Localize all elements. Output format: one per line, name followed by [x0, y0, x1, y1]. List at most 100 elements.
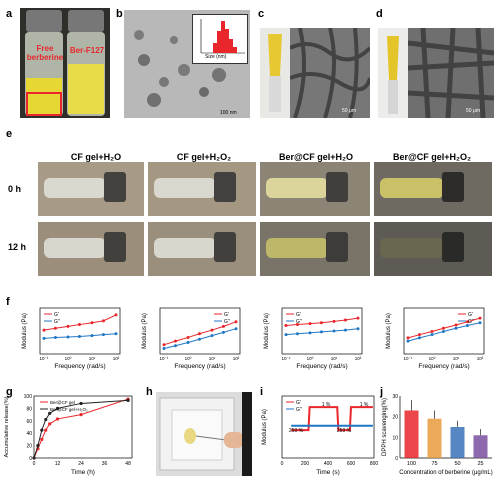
f-axes-frame: [39, 307, 121, 355]
g-point: [40, 428, 44, 432]
panel-g-chart: Ber@CF gel Ber@CF gel+H₂O₂ 0 12 24 36 48 0 20 40 6…: [4, 394, 133, 476]
panel-label-a: a: [6, 8, 13, 20]
tem-particles: [134, 30, 226, 107]
vial-label-berberine: berberine: [26, 53, 64, 62]
f-tick-label: 10⁰: [65, 356, 72, 361]
panel-label-f: f: [6, 296, 10, 308]
g-ytick: 100: [24, 394, 33, 400]
f-point: [332, 319, 336, 323]
f-point: [454, 323, 458, 327]
f-point: [295, 332, 299, 336]
i-legend-label: G': [296, 400, 301, 406]
row-label-12h: 12 h: [8, 242, 27, 252]
f-point: [465, 320, 469, 324]
vials-svg: [20, 8, 110, 118]
f-point: [356, 327, 360, 331]
j-ytick: 30: [392, 394, 398, 400]
f-point: [114, 313, 118, 317]
g-point: [48, 422, 52, 426]
g-point: [44, 428, 48, 432]
g-xtick: 36: [102, 461, 108, 467]
i-xtick: 0: [281, 461, 284, 467]
f-point: [308, 322, 312, 326]
g-ytick: 40: [26, 431, 32, 437]
f-point: [221, 324, 225, 328]
f-point: [332, 329, 336, 333]
col-label-1: CF gel+H₂O: [70, 152, 122, 162]
f-point: [66, 324, 70, 328]
f-axes-frame: [159, 307, 241, 355]
f-plot-3: G'G'' 10⁻¹ 10⁰ 10¹ 10² Frequency (rad/s) Modul…: [264, 307, 363, 370]
f-point: [343, 318, 347, 322]
panel-i-chart: G'G'' 250 % 1 % 250 % 1 % 0 200 400 600 800 Time (…: [262, 395, 378, 476]
g-xlabel: Time (h): [71, 469, 95, 476]
g-xtick: 0: [33, 461, 36, 467]
f-point: [430, 333, 434, 337]
g-legend-label: Ber@CF gel: [50, 400, 75, 405]
g-point: [79, 401, 83, 406]
f-plot-1: G'G'' 10⁻¹ 10⁰ 10¹ 10² Frequency (rad/s) Modul…: [22, 307, 121, 370]
i-xtick: 200: [301, 461, 310, 467]
g-xtick: 12: [55, 461, 61, 467]
g-axes-frame: [33, 395, 133, 459]
col-label-2: CF gel+H₂O₂: [176, 152, 232, 162]
vial-label-free: Free: [36, 44, 54, 53]
j-ytick: 20: [392, 415, 398, 421]
g-point: [79, 413, 83, 417]
f-legend-label: G': [468, 312, 473, 318]
f-point: [417, 336, 421, 340]
f-xlabel: Frequency (rad/s): [418, 363, 469, 370]
j-xtick: 25: [477, 461, 483, 467]
sem-image-c: 50 μm: [290, 28, 370, 118]
f-point: [319, 330, 323, 334]
g-point: [36, 444, 40, 448]
i-ylabel: Modulus (Pa): [262, 409, 268, 445]
f-point: [42, 328, 46, 332]
f-tick-label: 10²: [233, 356, 240, 361]
inset-xlabel: Size (nm): [205, 54, 227, 60]
g-ytick: 60: [26, 419, 32, 425]
f-point: [77, 335, 81, 339]
f-tick-label: 10⁻¹: [404, 356, 413, 361]
f-point: [478, 321, 482, 325]
f-tick-label: 10²: [355, 356, 362, 361]
vial-shapes: [44, 172, 464, 262]
f-point: [356, 316, 360, 320]
f-xlabel: Frequency (rad/s): [174, 363, 225, 370]
gel-photo-c: [260, 28, 290, 118]
f-legend-label: G'': [296, 319, 302, 325]
f-point: [221, 330, 225, 334]
f-point: [53, 326, 57, 330]
j-bar: [427, 418, 442, 458]
f-point: [441, 329, 445, 333]
tem-image: Size (nm) 100 nm: [124, 10, 250, 118]
panel-label-d: d: [376, 8, 383, 20]
g-series-line: [33, 399, 129, 459]
f-point: [173, 344, 177, 348]
panel-label-c: c: [258, 8, 265, 20]
vial-label-ber-f127: Ber-F127: [69, 46, 105, 55]
i-annotation: 250 %: [337, 428, 352, 434]
g-point: [48, 411, 52, 415]
f-xlabel: Frequency (rad/s): [296, 363, 347, 370]
g-xtick: 24: [78, 461, 84, 467]
panel-label-i: i: [260, 386, 264, 398]
f-legend-label: G'': [468, 319, 474, 325]
f-legend-label: G'': [224, 319, 230, 325]
f-point: [234, 320, 238, 324]
f-legend-label: G'': [54, 319, 60, 325]
f-point: [90, 334, 94, 338]
i-legend-label: G'': [296, 407, 302, 413]
f-point: [284, 323, 288, 327]
i-xlabel: Time (s): [316, 469, 340, 476]
i-axes-frame: [281, 395, 375, 459]
f-point: [465, 323, 469, 327]
f-point: [441, 326, 445, 330]
f-point: [77, 323, 81, 327]
j-xtick: 50: [454, 461, 460, 467]
i-xtick: 600: [347, 461, 356, 467]
f-point: [186, 335, 190, 339]
f-point: [162, 343, 166, 347]
f-legend-label: G': [224, 312, 229, 318]
